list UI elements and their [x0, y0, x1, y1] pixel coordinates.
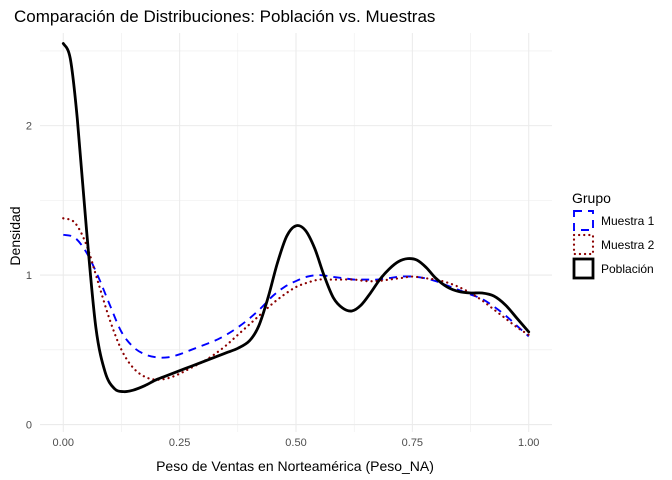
- series-layer: [61, 42, 531, 394]
- legend-title: Grupo: [572, 190, 611, 206]
- x-tick-label: 0.50: [285, 437, 306, 449]
- x-tick-label: 0.00: [53, 437, 74, 449]
- series-line-muestra-2: [62, 217, 530, 381]
- y-tick-label: 1: [26, 270, 32, 282]
- x-tick-label: 0.25: [169, 437, 190, 449]
- legend-key: [573, 210, 594, 231]
- y-tick-label: 0: [26, 420, 32, 432]
- x-axis-ticks: 0.00 0.25 0.50 0.75 1.00: [53, 437, 540, 449]
- chart-title: Comparación de Distribuciones: Población…: [14, 7, 435, 26]
- series-line-muestra-1: [63, 233, 530, 359]
- legend-label: Muestra 2: [601, 238, 655, 252]
- y-tick-label: 2: [26, 121, 32, 133]
- series-line-poblacion: [61, 42, 531, 394]
- x-axis-title: Peso de Ventas en Norteamérica (Peso_NA): [156, 458, 434, 474]
- grid: [40, 33, 552, 432]
- x-tick-label: 0.75: [402, 437, 423, 449]
- legend-key: [572, 257, 595, 280]
- y-axis-ticks: 0 1 2: [26, 121, 32, 432]
- legend: Grupo Muestra 1 Muestra 2 Población: [572, 190, 655, 280]
- legend-label: Muestra 1: [601, 214, 655, 228]
- legend-items: Muestra 1 Muestra 2 Población: [572, 210, 655, 280]
- y-axis-title: Densidad: [7, 206, 23, 265]
- legend-label: Población: [601, 262, 654, 276]
- legend-key: [572, 233, 595, 256]
- x-tick-label: 1.00: [518, 437, 539, 449]
